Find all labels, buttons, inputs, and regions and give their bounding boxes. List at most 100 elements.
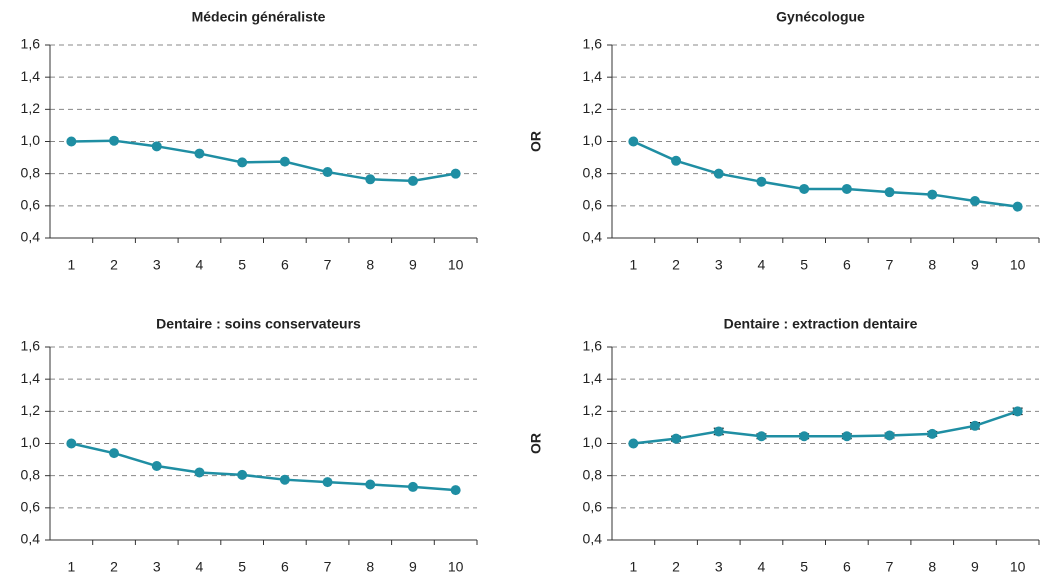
x-tick-label: 10 <box>1010 559 1026 574</box>
y-tick-label: 1,2 <box>21 402 41 418</box>
point <box>151 141 162 152</box>
point <box>66 438 77 449</box>
x-tick-label: 10 <box>448 257 464 273</box>
y-tick-label: 0,8 <box>21 466 41 482</box>
y-tick-label: 0,4 <box>583 531 603 547</box>
x-tick-label: 6 <box>843 559 851 574</box>
point <box>66 136 77 147</box>
point <box>1012 201 1023 212</box>
x-tick-label: 1 <box>67 257 75 273</box>
x-tick-label: 9 <box>409 257 417 273</box>
point <box>756 431 767 442</box>
y-tick-label: 1,0 <box>583 132 603 148</box>
x-tick-label: 6 <box>281 257 289 273</box>
x-tick-label: 9 <box>409 559 417 574</box>
x-tick-label: 2 <box>110 559 118 574</box>
y-tick-label: 0,8 <box>583 164 603 180</box>
point <box>841 431 852 442</box>
point <box>407 481 418 492</box>
x-tick-label: 1 <box>629 559 637 574</box>
y-tick-label: 1,4 <box>21 370 41 386</box>
point <box>713 426 724 437</box>
x-tick-label: 4 <box>758 559 766 574</box>
x-tick-label: 4 <box>196 559 204 574</box>
point <box>151 461 162 472</box>
x-tick-label: 5 <box>238 559 246 574</box>
y-tick-label: 0,4 <box>583 229 603 245</box>
line <box>632 140 1018 208</box>
line <box>71 139 456 183</box>
x-tick-label: 7 <box>324 257 332 273</box>
y-tick-label: 1,6 <box>21 36 41 52</box>
point <box>671 155 682 166</box>
y-tick-label: 1,2 <box>21 100 41 116</box>
x-tick-label: 5 <box>800 257 808 273</box>
y-tick-label: 1,4 <box>583 68 603 84</box>
point <box>365 479 376 490</box>
point <box>756 176 767 187</box>
y-tick-label: 1,6 <box>583 36 603 52</box>
y-tick-label: 1,4 <box>21 68 41 84</box>
y-tick-label: 0,6 <box>21 197 41 213</box>
y-tick-label: 0,8 <box>583 466 603 482</box>
point <box>1012 406 1023 417</box>
y-tick-label: 0,4 <box>21 531 41 547</box>
y-tick-label: 1,2 <box>583 100 603 116</box>
point <box>322 477 333 488</box>
x-tick-label: 8 <box>366 559 374 574</box>
x-tick-label: 2 <box>672 257 680 273</box>
point <box>628 438 639 449</box>
point <box>237 157 248 168</box>
x-tick-label: 10 <box>448 559 464 574</box>
point <box>279 156 290 167</box>
x-tick-label: 5 <box>238 257 246 273</box>
y-tick-label: 1,4 <box>583 370 603 386</box>
line <box>633 410 1019 445</box>
x-tick-label: 6 <box>843 257 851 273</box>
x-tick-label: 1 <box>629 257 637 273</box>
chart-title: Gynécologue <box>776 9 865 25</box>
y-axis-label: OR <box>528 433 544 454</box>
point <box>109 448 120 459</box>
point <box>450 168 461 179</box>
point <box>799 183 810 194</box>
point <box>713 168 724 179</box>
chart-title: Médecin généraliste <box>192 9 326 25</box>
y-tick-label: 0,6 <box>583 499 603 515</box>
point <box>884 430 895 441</box>
y-tick-label: 1,0 <box>21 132 41 148</box>
chart-title: Dentaire : soins conservateurs <box>156 316 361 332</box>
x-tick-label: 1 <box>67 559 75 574</box>
point <box>279 474 290 485</box>
x-tick-label: 2 <box>110 257 118 273</box>
y-tick-label: 1,6 <box>583 338 603 354</box>
point <box>194 467 205 478</box>
x-tick-label: 10 <box>1010 257 1026 273</box>
point <box>927 428 938 439</box>
x-tick-label: 7 <box>886 257 894 273</box>
point <box>322 167 333 178</box>
x-tick-label: 3 <box>715 257 723 273</box>
point <box>407 175 418 186</box>
y-tick-label: 0,4 <box>21 229 41 245</box>
point <box>799 431 810 442</box>
point <box>969 196 980 207</box>
point <box>365 174 376 185</box>
x-tick-label: 6 <box>281 559 289 574</box>
x-tick-label: 9 <box>971 257 979 273</box>
point <box>628 136 639 147</box>
line <box>71 442 456 492</box>
y-tick-label: 0,6 <box>583 197 603 213</box>
point <box>841 183 852 194</box>
y-tick-label: 0,6 <box>21 499 41 515</box>
x-tick-label: 8 <box>928 559 936 574</box>
x-tick-label: 3 <box>715 559 723 574</box>
point <box>109 135 120 146</box>
x-tick-label: 8 <box>928 257 936 273</box>
y-tick-label: 1,2 <box>583 402 603 418</box>
x-tick-label: 4 <box>758 257 766 273</box>
point <box>671 433 682 444</box>
x-tick-label: 3 <box>153 257 161 273</box>
